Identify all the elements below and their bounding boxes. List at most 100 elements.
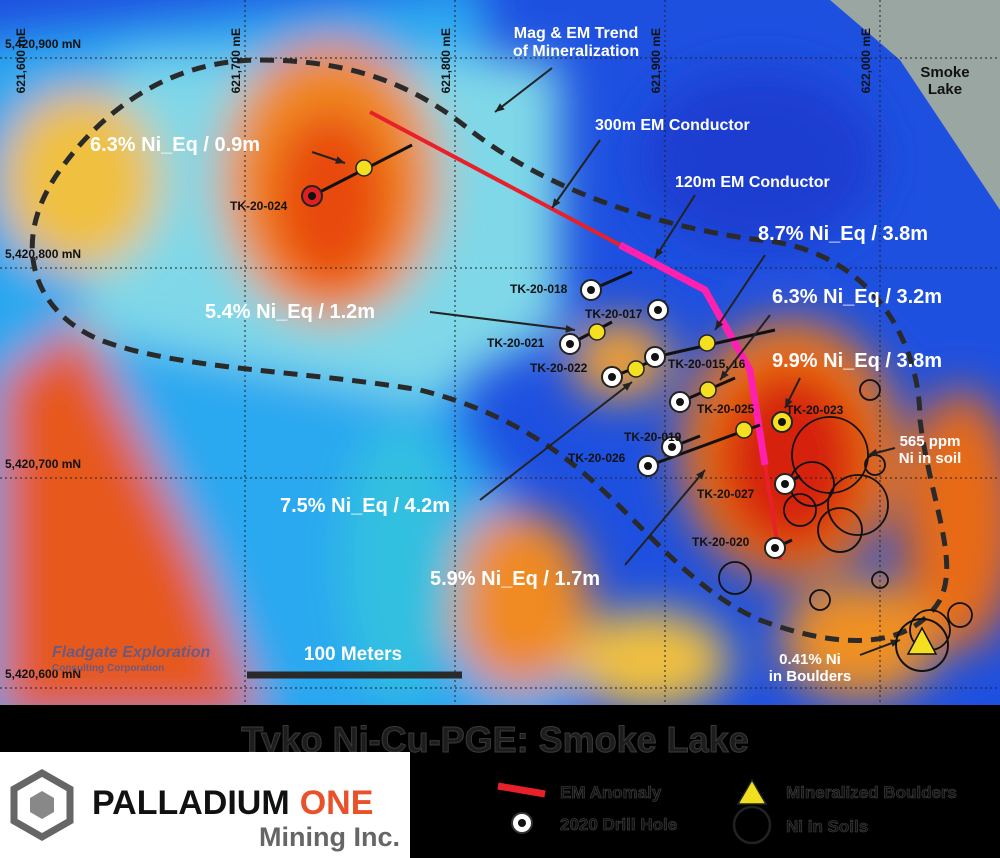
lake: [830, 0, 1000, 210]
easting-label: 621,900 mE: [649, 28, 663, 93]
northing-label: 5,420,900 mN: [5, 37, 81, 51]
arrow: [479, 381, 633, 501]
arrow-head: [495, 103, 505, 112]
legend-label: EM Anomaly: [560, 783, 662, 802]
intercept: [627, 360, 645, 378]
drill-hole-center: [308, 192, 316, 200]
drill-hole-center: [651, 353, 659, 361]
soil-anomaly: [871, 571, 889, 589]
trend-label: Mag & EM Trend: [514, 25, 638, 42]
soil-anomaly: [859, 379, 881, 401]
arrow: [719, 314, 771, 381]
arrow: [714, 254, 766, 331]
soil-label: 565 ppm: [900, 433, 961, 450]
drill-hole-center: [608, 373, 616, 381]
easting-label: 621,800 mE: [439, 28, 453, 93]
drill-hole-label: TK-20-025: [697, 402, 755, 416]
watermark: Consulting Corporation: [52, 663, 164, 674]
intercept: [588, 323, 606, 341]
arrow-head: [890, 639, 900, 647]
arrow-head: [785, 398, 793, 408]
arrow: [551, 139, 601, 209]
drill-hole-label: TK-20-027: [697, 487, 755, 501]
arrow-head: [335, 156, 345, 164]
arrow-head: [655, 248, 664, 258]
drill-hole-label: TK-20-024: [230, 199, 288, 213]
intercept-label: 5.9% Ni_Eq / 1.7m: [430, 568, 600, 590]
em-conductor-120: [618, 241, 769, 466]
intercept-label: 5.4% Ni_Eq / 1.2m: [205, 301, 375, 323]
boulder: [906, 626, 938, 655]
legend: EM Anomaly 2020 Drill Hole Mineralized B…: [497, 778, 957, 845]
legend-swatch: [732, 805, 772, 845]
drill-hole-label: TK-20-015, 16: [668, 357, 746, 371]
legend-label: 2020 Drill Hole: [560, 815, 677, 834]
logo-text: PALLADIUM ONE: [92, 784, 373, 822]
heatmap: [0, 0, 1000, 705]
logo-name: PALLADIUM: [92, 784, 290, 822]
drill-hole-label: TK-20-019: [624, 430, 682, 444]
intercept-label: 9.9% Ni_Eq / 3.8m: [772, 350, 942, 372]
drill-hole-label: TK-20-022: [530, 361, 588, 375]
drill-hole-label: TK-20-018: [510, 282, 568, 296]
scale-bar-label: 100 Meters: [304, 644, 402, 665]
intercept: [699, 381, 717, 399]
boulder-ring: [895, 618, 949, 672]
drill-hole-label: TK-20-017: [585, 307, 643, 321]
arrow: [654, 194, 696, 259]
northing-label: 5,420,800 mN: [5, 247, 81, 261]
soil-anomaly: [817, 507, 863, 553]
drill-hole-center: [668, 443, 676, 451]
watermark: Fladgate Exploration: [52, 644, 210, 661]
arrow-head: [696, 470, 705, 480]
intercept-label: 8.7% Ni_Eq / 3.8m: [758, 223, 928, 245]
intercept-label: 6.3% Ni_Eq / 3.2m: [772, 286, 942, 308]
legend-swatch: [497, 782, 546, 798]
legend-swatch: [518, 819, 526, 827]
drill-hole-center: [676, 398, 684, 406]
lake-label: Lake: [928, 81, 962, 98]
arrow-head: [552, 198, 561, 208]
northing-label: 5,420,700 mN: [5, 457, 81, 471]
arrow-head: [565, 325, 575, 333]
arrow-head: [868, 448, 878, 457]
logo-subtitle: Mining Inc.: [259, 822, 400, 852]
easting-label: 621,700 mE: [229, 28, 243, 93]
arrow: [624, 469, 706, 566]
easting-label: 621,600 mE: [14, 28, 28, 93]
legend-swatch: [736, 778, 768, 805]
intercept-label: 7.5% Ni_Eq / 4.2m: [280, 495, 450, 517]
soil-anomaly: [783, 493, 817, 527]
boulder-label: in Boulders: [769, 668, 852, 685]
intercept: [698, 334, 716, 352]
soil-anomaly: [827, 474, 889, 536]
soil-anomaly: [809, 589, 831, 611]
arrow: [494, 67, 553, 113]
conductor-label: 300m EM Conductor: [595, 117, 750, 134]
intercept-label: 6.3% Ni_Eq / 0.9m: [90, 134, 260, 156]
soil-anomaly: [947, 602, 973, 628]
drill-hole-center: [778, 418, 786, 426]
legend-label: Ni in Soils: [786, 817, 868, 836]
drill-hole-label: TK-20-023: [786, 403, 844, 417]
drill-hole-center: [566, 340, 574, 348]
lake-label: Smoke: [920, 64, 969, 81]
drill-hole-label: TK-20-026: [568, 451, 626, 465]
easting-label: 622,000 mE: [859, 28, 873, 93]
soil-anomaly: [718, 561, 752, 595]
drill-hole-center: [781, 480, 789, 488]
em-conductor: [369, 110, 621, 247]
intercept: [355, 159, 373, 177]
drill-hole-center: [587, 286, 595, 294]
soil-label: Ni in soil: [899, 450, 962, 467]
trend-outline: [29, 57, 950, 643]
conductor-label: 120m EM Conductor: [675, 174, 830, 191]
drill-hole-center: [644, 462, 652, 470]
logo-accent: ONE: [300, 784, 374, 822]
drill-hole-center: [654, 306, 662, 314]
arrow-head: [622, 382, 632, 391]
trend-label: of Mineralization: [513, 43, 639, 60]
logo-mark: [10, 768, 74, 842]
drill-hole-label: TK-20-021: [487, 336, 545, 350]
